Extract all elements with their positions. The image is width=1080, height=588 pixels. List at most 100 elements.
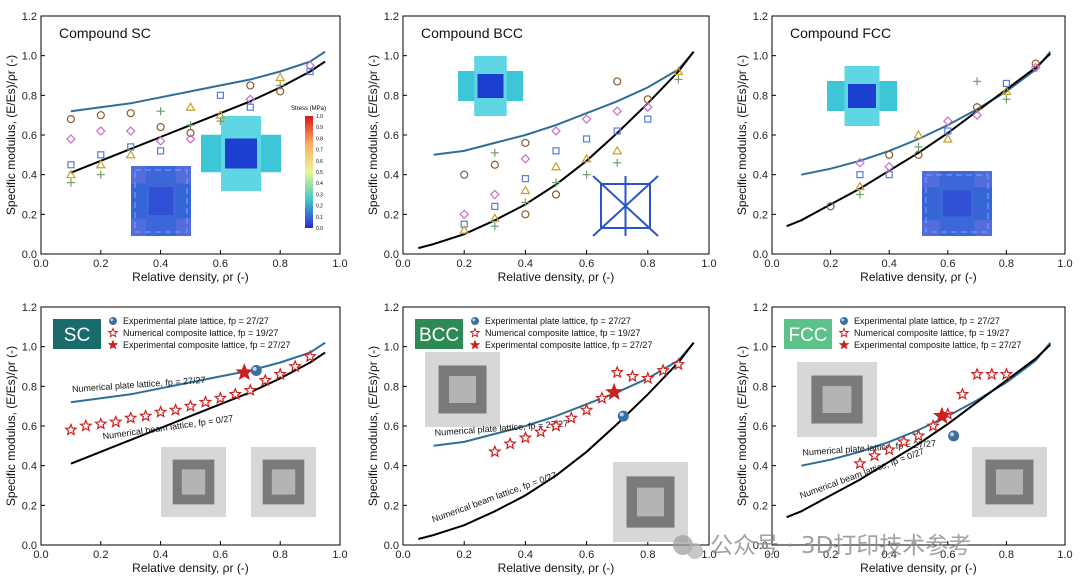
data-point [552, 147, 560, 155]
y-tick-label: 0.6 [753, 130, 768, 142]
experimental-composite-star [605, 382, 624, 400]
numerical-composite-star [641, 371, 655, 385]
y-axis-label: Specific modulus, (E/Es)/ρr (-) [4, 55, 18, 215]
numerical-composite-star [273, 367, 287, 381]
panel-tag: FCC [788, 325, 827, 346]
x-tick-label: 0.6 [940, 549, 955, 561]
numerical-composite-star [897, 434, 911, 448]
legend-sphere-symbol [840, 317, 848, 325]
data-point [885, 171, 893, 179]
numerical-composite-star [999, 367, 1014, 381]
y-tick-label: 0.0 [384, 249, 399, 261]
x-tick-label: 0.4 [518, 258, 533, 270]
numerical-composite-star [288, 359, 303, 373]
data-point [305, 60, 315, 71]
data-point [95, 159, 106, 169]
data-point [884, 161, 895, 172]
data-point [491, 202, 499, 210]
data-point [673, 66, 684, 76]
x-tick-label: 0.6 [213, 258, 228, 270]
data-point [520, 153, 531, 164]
x-axis-label: Relative density, ρr (-) [498, 561, 615, 575]
specimen-cube-highlight [449, 376, 476, 403]
data-point [612, 145, 623, 155]
data-point [66, 115, 76, 124]
numerical-composite-star [911, 428, 926, 442]
numerical-composite-star [549, 418, 563, 432]
data-point [855, 157, 865, 168]
x-tick-label: 0.2 [823, 549, 838, 561]
chart-panel-3: 0.0 0.2 0.4 0.6 0.8 1.0 0.0 0.2 0.4 0.6 0.8 1.0 1.2 R… [735, 11, 1073, 284]
y-tick-label: 0.4 [22, 461, 37, 473]
beam-lattice-line [786, 52, 1051, 228]
chart-panel-2: 0.0 0.2 0.4 0.6 0.8 1.0 0.0 0.2 0.4 0.6 0.8 1.0 1.2 R… [366, 11, 717, 284]
data-point [1001, 86, 1012, 95]
panel-tag-box [415, 319, 463, 349]
y-tick-label: 1.2 [753, 11, 768, 23]
colorbar-tick-label: 0.7 [316, 148, 323, 154]
x-tick-label: 0.0 [764, 258, 779, 270]
data-point [156, 122, 165, 132]
numerical-composite-star [503, 436, 517, 450]
data-point [97, 151, 105, 159]
plot-frame [771, 15, 1066, 255]
experimental-plate-sphere [948, 430, 960, 442]
legend-open-star-symbol [838, 327, 850, 338]
x-tick-label: 0.0 [33, 549, 48, 561]
x-tick-label: 0.2 [93, 258, 108, 270]
y-tick-label: 0.4 [753, 461, 768, 473]
panel-tag: SC [64, 325, 90, 346]
chart-title: Compound FCC [790, 25, 891, 41]
legend-entry: Experimental composite lattice, fp = 27/… [485, 340, 652, 350]
data-point [521, 210, 530, 219]
data-point [551, 190, 561, 199]
y-tick-label: 0.8 [384, 381, 399, 393]
y-axis-label: Specific modulus, (E/Es)/ρr (-) [735, 55, 749, 215]
data-point [972, 110, 982, 121]
data-point [914, 150, 923, 159]
plate-line-label: Numerical plate lattice, fp = 27/27 [72, 375, 206, 394]
colorbar-tick-label: 0.8 [316, 136, 323, 142]
numerical-composite-star [488, 444, 502, 458]
data-point [157, 147, 165, 155]
numerical-composite-star [984, 367, 999, 381]
data-point [185, 134, 196, 144]
plate-lattice-line [70, 50, 326, 113]
panel-tag-box [53, 319, 101, 349]
data-point [612, 106, 623, 117]
numerical-composite-star [243, 383, 258, 396]
y-tick-label: 0.0 [384, 540, 399, 552]
data-point [306, 67, 314, 76]
numerical-composite-star [926, 418, 941, 432]
data-point [155, 136, 166, 146]
numerical-composite-star [610, 365, 624, 379]
x-tick-label: 0.6 [579, 549, 594, 561]
y-tick-label: 0.6 [22, 421, 37, 433]
x-tick-label: 0.4 [153, 258, 168, 270]
data-point [581, 153, 592, 163]
data-point [246, 103, 254, 111]
x-axis-label: Relative density, ρr (-) [132, 270, 249, 284]
data-point [459, 209, 470, 220]
data-point [942, 116, 953, 126]
fem-lattice-image [131, 166, 191, 236]
data-point [1030, 62, 1041, 73]
legend-open-star-symbol [469, 327, 481, 338]
watermark: 公众号 · 3D打印技术参考 [673, 533, 971, 559]
y-tick-label: 0.4 [22, 170, 37, 182]
data-point [246, 81, 255, 90]
legend-sphere-highlight [110, 318, 114, 322]
x-tick-label: 0.8 [273, 549, 288, 561]
colorbar-scale [305, 116, 313, 228]
numerical-composite-star [198, 395, 213, 408]
data-point [856, 171, 864, 179]
numerical-composite-star [108, 414, 123, 428]
data-point [125, 149, 136, 159]
data-point [460, 170, 469, 179]
x-tick-label: 0.0 [395, 258, 410, 270]
colorbar-tick-label: 1.0 [316, 114, 323, 120]
y-tick-label: 0.8 [22, 90, 37, 102]
x-tick-label: 0.0 [33, 258, 48, 270]
x-tick-label: 1.0 [701, 549, 716, 561]
numerical-composite-star [656, 363, 670, 377]
